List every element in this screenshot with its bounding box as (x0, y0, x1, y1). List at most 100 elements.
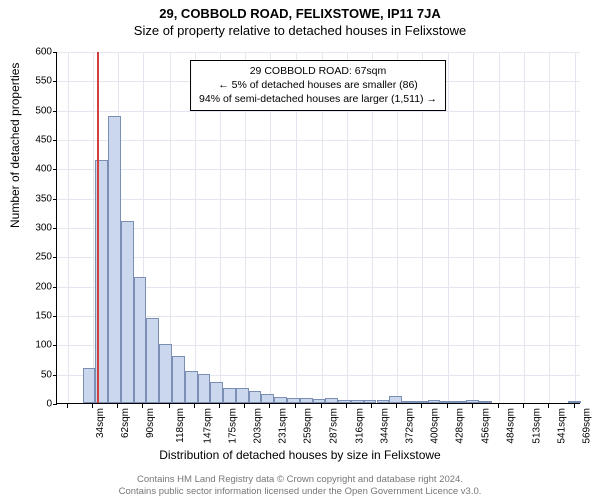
histogram-bar (402, 401, 415, 403)
ytick-mark (53, 228, 57, 229)
histogram-bar (108, 116, 121, 403)
xtick-label: 316sqm (354, 408, 365, 444)
xtick-mark (346, 404, 347, 408)
x-axis-label: Distribution of detached houses by size … (0, 448, 600, 462)
ytick-mark (53, 169, 57, 170)
ytick-mark (53, 257, 57, 258)
ytick-mark (53, 316, 57, 317)
xtick-label: 90sqm (145, 408, 156, 438)
xtick-mark (219, 404, 220, 408)
xtick-mark (548, 404, 549, 408)
xtick-mark (447, 404, 448, 408)
xtick-label: 428sqm (455, 408, 466, 444)
xtick-mark (244, 404, 245, 408)
histogram-bar (466, 400, 479, 403)
histogram-bar (415, 401, 428, 403)
chart: 29 COBBOLD ROAD: 67sqm ← 5% of detached … (56, 52, 580, 404)
ytick-label: 550 (22, 76, 52, 87)
histogram-bar (377, 400, 390, 403)
xtick-mark (169, 404, 170, 408)
ytick-mark (53, 140, 57, 141)
xtick-label: 344sqm (379, 408, 390, 444)
annotation-line-2: ← 5% of detached houses are smaller (86) (199, 78, 437, 92)
histogram-bar (389, 396, 402, 403)
xtick-mark (396, 404, 397, 408)
xtick-label: 118sqm (175, 408, 186, 443)
ytick-mark (53, 375, 57, 376)
histogram-bar (453, 401, 466, 403)
ytick-label: 50 (22, 369, 52, 380)
xtick-mark (371, 404, 372, 408)
histogram-bar (83, 368, 96, 403)
attribution-line-1: Contains HM Land Registry data © Crown c… (0, 474, 600, 486)
ytick-label: 400 (22, 164, 52, 175)
annotation-line-1: 29 COBBOLD ROAD: 67sqm (199, 64, 437, 78)
histogram-bar (428, 400, 441, 403)
histogram-bar (568, 401, 581, 403)
xtick-label: 231sqm (278, 408, 289, 444)
xtick-mark (67, 404, 68, 408)
ytick-mark (53, 52, 57, 53)
attribution: Contains HM Land Registry data © Crown c… (0, 474, 600, 498)
xtick-label: 175sqm (227, 408, 238, 444)
gridline-h (57, 199, 580, 200)
ytick-label: 300 (22, 223, 52, 234)
histogram-bar (210, 382, 223, 403)
xtick-mark (421, 404, 422, 408)
xtick-label: 147sqm (202, 408, 213, 444)
xtick-mark (321, 404, 322, 408)
ytick-mark (53, 81, 57, 82)
page-title: 29, COBBOLD ROAD, FELIXSTOWE, IP11 7JA (0, 0, 600, 21)
xtick-label: 456sqm (480, 408, 491, 444)
gridline-h (57, 140, 580, 141)
histogram-bar (159, 344, 172, 403)
histogram-bar (351, 400, 364, 403)
ytick-label: 450 (22, 135, 52, 146)
page-subtitle: Size of property relative to detached ho… (0, 23, 600, 38)
xtick-mark (92, 404, 93, 408)
xtick-label: 541sqm (557, 408, 568, 444)
xtick-mark (472, 404, 473, 408)
histogram-bar (300, 398, 313, 403)
gridline-v (473, 52, 474, 403)
xtick-mark (117, 404, 118, 408)
ytick-mark (53, 199, 57, 200)
ytick-label: 100 (22, 340, 52, 351)
histogram-bar (198, 374, 211, 403)
histogram-bar (261, 394, 274, 403)
xtick-label: 203sqm (252, 408, 263, 444)
xtick-label: 372sqm (405, 408, 416, 444)
xtick-mark (523, 404, 524, 408)
ytick-mark (53, 111, 57, 112)
ytick-mark (53, 404, 57, 405)
histogram-bar (185, 371, 198, 403)
histogram-bar (249, 391, 262, 403)
gridline-v (524, 52, 525, 403)
ytick-label: 200 (22, 281, 52, 292)
gridline-v (448, 52, 449, 403)
histogram-bar (121, 221, 134, 403)
xtick-label: 484sqm (505, 408, 516, 444)
histogram-bar (313, 399, 326, 403)
histogram-bar (134, 277, 147, 403)
histogram-bar (338, 400, 351, 403)
gridline-v (575, 52, 576, 403)
gridline-v (499, 52, 500, 403)
histogram-bar (479, 401, 492, 403)
ytick-label: 250 (22, 252, 52, 263)
histogram-bar (274, 397, 287, 403)
gridline-h (57, 228, 580, 229)
histogram-bar (287, 398, 300, 403)
xtick-label: 34sqm (95, 408, 106, 438)
marker-line (97, 52, 99, 403)
xtick-mark (269, 404, 270, 408)
gridline-h (57, 52, 580, 53)
gridline-h (57, 111, 580, 112)
ytick-label: 500 (22, 105, 52, 116)
histogram-bar (172, 356, 185, 403)
xtick-mark (142, 404, 143, 408)
gridline-v (93, 52, 94, 403)
histogram-bar (364, 400, 377, 403)
xtick-mark (194, 404, 195, 408)
gridline-v (549, 52, 550, 403)
